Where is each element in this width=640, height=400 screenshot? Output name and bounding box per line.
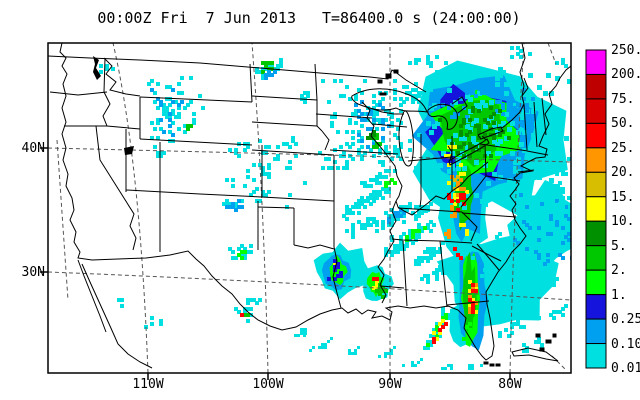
map-frame	[47, 42, 572, 374]
axis-ticks	[40, 147, 511, 380]
plot-title: 00:00Z Fri 7 Jun 2013 T=86400.0 s (24:00:…	[0, 9, 618, 27]
colorbar-box	[585, 171, 607, 198]
colorbar-label: 5.	[611, 238, 627, 254]
colorbar-label: 0.01	[611, 361, 640, 376]
colorbar-label: 250.	[611, 43, 640, 58]
colorbar-box	[585, 196, 607, 222]
colorbar-label: 20.	[611, 165, 635, 181]
colorbar	[585, 49, 607, 369]
colorbar-label: 2.	[611, 263, 627, 279]
lat-tick-label: 30N	[21, 265, 45, 280]
colorbar-box	[585, 122, 607, 149]
valid-time-text: 00:00Z Fri 7 Jun 2013	[97, 9, 296, 27]
lon-tick-label: 80W	[498, 377, 522, 392]
colorbar-label: 50.	[611, 116, 635, 132]
colorbar-label: 10.	[611, 214, 635, 230]
colorbar-box	[585, 49, 607, 75]
colorbar-box	[585, 147, 607, 173]
colorbar-label: 200.	[611, 67, 640, 83]
colorbar-box	[585, 220, 607, 247]
colorbar-label: 25.	[611, 140, 635, 156]
forecast-time-text: T=86400.0 s (24:00:00)	[322, 9, 521, 27]
colorbar-box	[585, 73, 607, 100]
colorbar-label: 0.25	[611, 312, 640, 328]
lon-tick-label: 110W	[132, 377, 164, 392]
geography-outlines	[48, 43, 571, 369]
lon-tick-label: 90W	[378, 377, 402, 392]
lat-tick-label: 40N	[21, 141, 45, 156]
colorbar-box	[585, 318, 607, 345]
colorbar-label: 75.	[611, 91, 635, 107]
colorbar-box	[585, 269, 607, 296]
colorbar-box	[585, 294, 607, 320]
precip-shading	[96, 46, 571, 370]
colorbar-box	[585, 98, 607, 124]
colorbar-label: 1.	[611, 287, 627, 303]
lon-tick-label: 100W	[252, 377, 284, 392]
colorbar-box	[585, 343, 607, 369]
colorbar-label: 15.	[611, 189, 635, 205]
colorbar-box	[585, 245, 607, 271]
colorbar-label: 0.10	[611, 336, 640, 352]
